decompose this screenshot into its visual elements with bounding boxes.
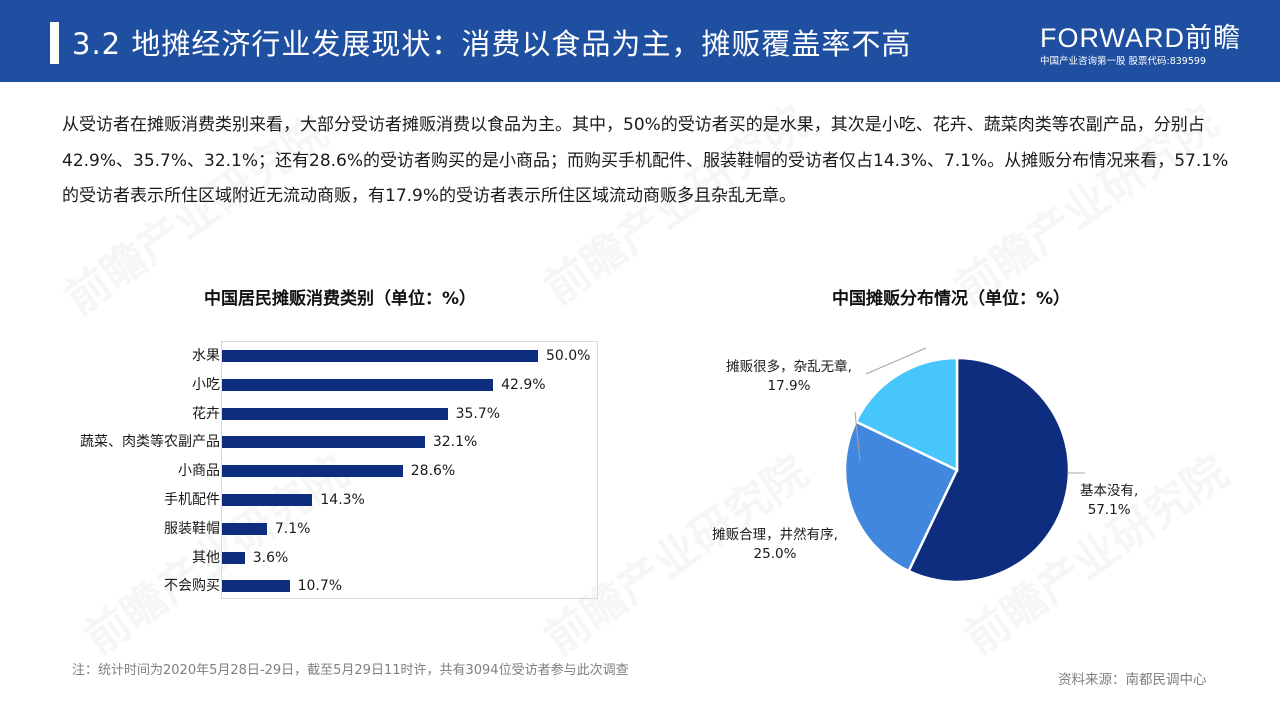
bar-value-label: 3.6% [252, 549, 289, 566]
bar-row: 不会购买 10.7% [0, 572, 600, 600]
pie-chart-graphic [843, 347, 1085, 584]
bar-category-label: 水果 [192, 348, 220, 364]
pie-label-chaotic: 摊贩很多，杂乱无章, 17.9% [714, 358, 864, 396]
bar-row: 服装鞋帽 7.1% [0, 515, 600, 543]
pie-label-none: 基本没有, 57.1% [1080, 482, 1138, 520]
pie-label-value: 57.1% [1087, 502, 1131, 518]
bar-chart-plot-area [221, 341, 598, 599]
leader-line [865, 347, 927, 375]
bar [222, 580, 290, 593]
pie-chart: 基本没有, 57.1% 摊贩合理，井然有序, 25.0% 摊贩很多，杂乱无章, … [700, 330, 1260, 610]
bar-value-label: 28.6% [410, 463, 456, 480]
bar [222, 407, 448, 420]
bar [222, 494, 313, 506]
bar [222, 378, 494, 391]
pie-chart-title: 中国摊贩分布情况（单位：%） [832, 289, 1071, 309]
bar-category-label: 不会购买 [164, 578, 220, 595]
bar-category-label: 其他 [192, 549, 220, 566]
bar-row: 水果 50.0% [0, 342, 600, 370]
bar-value-label: 32.1% [432, 434, 478, 451]
bar-row: 小吃 42.9% [0, 371, 600, 399]
footnote: 注：统计时间为2020年5月28日-29日，截至5月29日11时许，共有3094… [72, 663, 629, 678]
bar-value-label: 35.7% [455, 405, 501, 422]
pie-slice [854, 356, 959, 472]
bar-row: 其他 3.6% [0, 544, 600, 572]
bar [222, 350, 538, 362]
bar-value-label: 10.7% [297, 578, 343, 595]
data-source: 资料来源：南都民调中心 [1058, 672, 1207, 688]
bar-value-label: 42.9% [501, 376, 546, 393]
bar-value-label: 7.1% [274, 520, 311, 537]
bar-chart-title: 中国居民摊贩消费类别（单位：%） [204, 289, 477, 309]
bar-category-label: 服装鞋帽 [164, 520, 220, 537]
pie-label-value: 25.0% [753, 546, 797, 562]
pie-label-text: 基本没有, [1080, 483, 1139, 499]
page-title: 3.2 地摊经济行业发展现状：消费以食品为主，摊贩覆盖率不高 [72, 27, 912, 61]
pie-label-value: 17.9% [767, 378, 811, 394]
bar-category-label: 花卉 [192, 405, 220, 422]
header-banner: 3.2 地摊经济行业发展现状：消费以食品为主，摊贩覆盖率不高 FORWARD前瞻… [0, 0, 1280, 82]
bar-category-label: 小吃 [192, 376, 220, 393]
bar-row: 花卉 35.7% [0, 400, 600, 428]
bar [222, 522, 267, 535]
brand-logo: FORWARD前瞻 中国产业咨询第一股 股票代码:839599 [1040, 24, 1240, 67]
pie-label-text: 摊贩很多，杂乱无章, [726, 359, 852, 375]
bar [222, 436, 425, 449]
pie-label-orderly: 摊贩合理，井然有序, 25.0% [700, 526, 850, 564]
bar-value-label: 14.3% [320, 492, 365, 508]
logo-wordmark: FORWARD前瞻 [1040, 23, 1241, 53]
leader-line [854, 411, 861, 462]
bar-category-label: 蔬菜、肉类等农副产品 [80, 434, 220, 451]
pie-label-text: 摊贩合理，井然有序, [712, 527, 838, 543]
intro-paragraph: 从受访者在摊贩消费类别来看，大部分受访者摊贩消费以食品为主。其中，50%的受访者… [62, 115, 1229, 206]
pie-slice [907, 356, 1071, 584]
bar-value-label: 50.0% [546, 348, 591, 364]
bar-row: 蔬菜、肉类等农副产品 32.1% [0, 428, 600, 456]
logo-tagline: 中国产业咨询第一股 股票代码:839599 [1040, 56, 1206, 67]
bar-row: 小商品 28.6% [0, 457, 600, 485]
pie-slice [843, 420, 959, 573]
header-accent-bar [50, 22, 59, 64]
bar [222, 465, 403, 478]
bar-category-label: 手机配件 [164, 492, 220, 508]
bar [222, 551, 245, 564]
bar-row: 手机配件 14.3% [0, 486, 600, 514]
bar-category-label: 小商品 [178, 463, 220, 480]
